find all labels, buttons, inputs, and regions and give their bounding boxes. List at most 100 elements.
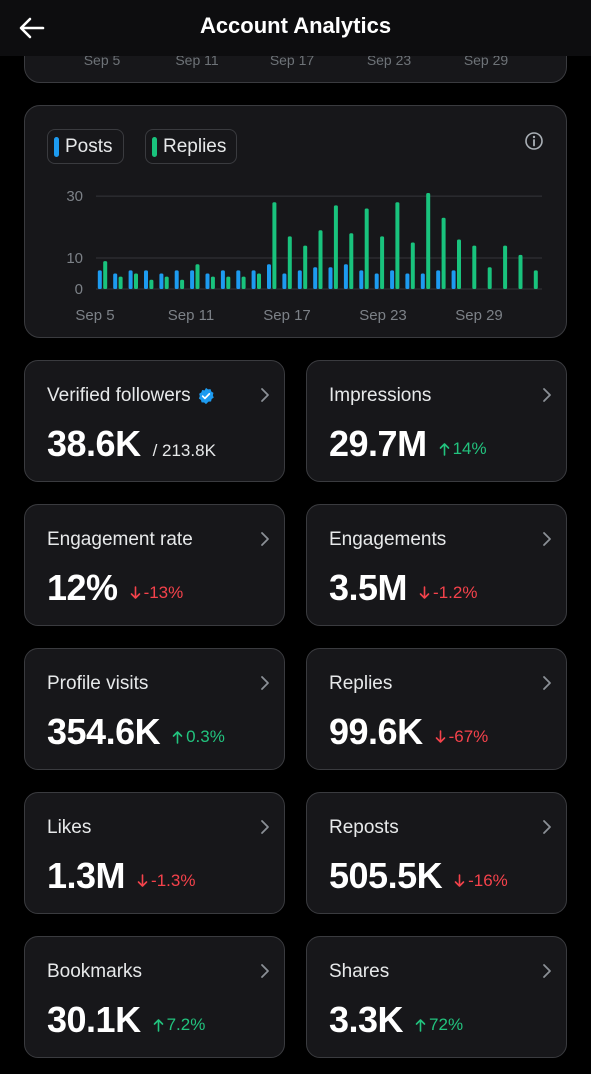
replies-bar bbox=[410, 242, 415, 289]
bar-chart: 0 10 30 Sep 5 Sep 11 Sep 17 Sep 23 Sep 29 bbox=[66, 188, 542, 324]
stat-value-row: 505.5K -16% bbox=[329, 855, 508, 897]
back-button[interactable] bbox=[14, 10, 50, 46]
stat-label: Verified followers bbox=[47, 385, 191, 406]
posts-bar bbox=[144, 270, 148, 289]
replies-bar bbox=[241, 276, 246, 289]
posts-bar bbox=[236, 270, 241, 289]
stat-label-row: Profile visits bbox=[47, 673, 148, 695]
posts-bar bbox=[436, 270, 441, 289]
stat-label-row: Shares bbox=[329, 961, 389, 983]
legend-swatch-replies bbox=[152, 136, 157, 157]
x-tick-label: Sep 5 bbox=[83, 52, 121, 68]
stat-label-row: Reposts bbox=[329, 817, 399, 839]
stat-card[interactable]: Reposts 505.5K -16% bbox=[306, 792, 567, 914]
replies-bar bbox=[503, 245, 508, 289]
stat-change-value: 7.2% bbox=[166, 1015, 206, 1034]
stat-card[interactable]: Shares 3.3K 72% bbox=[306, 936, 567, 1058]
chevron-right-icon bbox=[261, 676, 269, 690]
stat-card[interactable]: Replies 99.6K -67% bbox=[306, 648, 567, 770]
posts-bar bbox=[420, 273, 425, 289]
chevron-right-icon bbox=[261, 532, 269, 546]
stat-change: 0.3% bbox=[172, 727, 225, 747]
info-icon[interactable] bbox=[524, 131, 544, 151]
replies-bar bbox=[426, 193, 431, 289]
legend-replies-toggle[interactable]: Replies bbox=[145, 129, 238, 164]
replies-bar bbox=[518, 254, 523, 289]
replies-bar bbox=[226, 276, 231, 289]
arrow-down-icon bbox=[419, 586, 430, 599]
stat-label-row: Likes bbox=[47, 817, 91, 839]
replies-bar bbox=[533, 270, 538, 289]
x-tick-label: Sep 11 bbox=[168, 307, 214, 324]
chevron-right-icon bbox=[543, 676, 551, 690]
stat-label: Bookmarks bbox=[47, 961, 143, 982]
stat-label-row: Impressions bbox=[329, 385, 431, 407]
stat-card[interactable]: Profile visits 354.6K 0.3% bbox=[24, 648, 285, 770]
arrow-up-icon bbox=[172, 731, 183, 744]
stat-change: 72% bbox=[415, 1015, 463, 1035]
arrow-up-icon bbox=[415, 1019, 426, 1032]
y-tick-label: 0 bbox=[75, 281, 83, 298]
stat-value-row: 3.5M -1.2% bbox=[329, 567, 477, 609]
stat-value-row: 1.3M -1.3% bbox=[47, 855, 195, 897]
posts-bar bbox=[405, 273, 410, 289]
arrow-down-icon bbox=[130, 586, 140, 599]
replies-bar bbox=[180, 279, 185, 289]
posts-bar bbox=[297, 270, 302, 289]
stat-label-row: Engagement rate bbox=[47, 529, 193, 551]
posts-bar bbox=[220, 270, 225, 289]
posts-bar bbox=[451, 270, 456, 289]
arrow-up-icon bbox=[153, 1019, 163, 1032]
legend-posts-toggle[interactable]: Posts bbox=[47, 129, 124, 164]
x-tick-label: Sep 23 bbox=[366, 52, 412, 68]
stat-value-row: 99.6K -67% bbox=[329, 711, 488, 753]
y-tick-label: 10 bbox=[66, 250, 83, 267]
posts-bar bbox=[128, 270, 133, 289]
stat-change-value: -16% bbox=[468, 871, 508, 890]
activity-chart-card: Posts Replies 0 10 30 Sep 5 Sep 11 Sep 17 Sep … bbox=[24, 105, 567, 338]
stat-card[interactable]: Engagements 3.5M -1.2% bbox=[306, 504, 567, 626]
stat-value: 1.3M bbox=[47, 855, 126, 896]
chevron-right-icon bbox=[261, 964, 269, 978]
posts-bar bbox=[267, 264, 271, 289]
stat-card[interactable]: Verified followers 38.6K / 213.8K bbox=[24, 360, 285, 482]
replies-bar bbox=[287, 236, 292, 289]
stat-value-row: 12% -13% bbox=[47, 567, 183, 609]
stat-card[interactable]: Bookmarks 30.1K 7.2% bbox=[24, 936, 285, 1058]
stat-label-row: Replies bbox=[329, 673, 392, 695]
stat-value-row: 354.6K 0.3% bbox=[47, 711, 225, 753]
chevron-right-icon bbox=[261, 388, 269, 402]
stat-change: 7.2% bbox=[153, 1015, 206, 1035]
stat-card[interactable]: Impressions 29.7M 14% bbox=[306, 360, 567, 482]
previous-chart-x-axis: Sep 5 Sep 11 Sep 17 Sep 23 Sep 29 bbox=[25, 52, 566, 68]
stat-change: -13% bbox=[130, 583, 183, 603]
replies-bar bbox=[395, 202, 400, 289]
replies-bar bbox=[149, 279, 154, 289]
posts-bar bbox=[190, 270, 195, 289]
stat-value: 354.6K bbox=[47, 711, 161, 752]
x-tick-label: Sep 11 bbox=[175, 52, 219, 68]
x-tick-label: Sep 17 bbox=[269, 52, 315, 68]
stat-card[interactable]: Engagement rate 12% -13% bbox=[24, 504, 285, 626]
x-tick-label: Sep 29 bbox=[463, 52, 509, 68]
replies-bar bbox=[349, 233, 354, 289]
stat-label: Engagement rate bbox=[47, 529, 193, 550]
replies-bar bbox=[118, 276, 123, 289]
replies-bar bbox=[303, 245, 308, 289]
replies-bar bbox=[487, 267, 492, 289]
stat-value-row: 30.1K 7.2% bbox=[47, 999, 205, 1041]
posts-bar bbox=[174, 270, 179, 289]
arrow-left-icon bbox=[19, 17, 45, 39]
legend-label: Replies bbox=[163, 135, 227, 157]
stat-label-row: Bookmarks bbox=[47, 961, 142, 983]
posts-bar bbox=[343, 264, 348, 289]
app-header: Account Analytics bbox=[0, 0, 591, 56]
x-tick-label: Sep 23 bbox=[359, 307, 407, 324]
stat-change-value: -67% bbox=[448, 727, 489, 746]
replies-bar bbox=[134, 273, 138, 289]
stat-label: Profile visits bbox=[47, 673, 149, 694]
stat-label: Reposts bbox=[329, 817, 399, 838]
stat-label: Impressions bbox=[329, 385, 432, 406]
page-title: Account Analytics bbox=[199, 13, 392, 38]
stat-card[interactable]: Likes 1.3M -1.3% bbox=[24, 792, 285, 914]
